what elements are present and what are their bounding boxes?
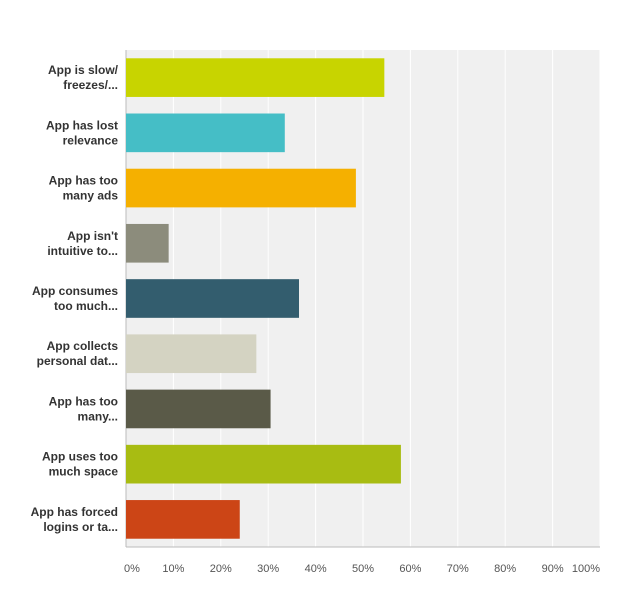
bar[interactable] — [126, 58, 385, 97]
bar[interactable] — [126, 168, 356, 208]
bar[interactable] — [126, 279, 300, 318]
x-tick-label: 20% — [210, 563, 232, 575]
category-label: App has too many ads — [49, 174, 119, 203]
category-label: App collects personal dat... — [37, 339, 119, 368]
category-label: App is slow/freezes/... — [48, 63, 119, 92]
bar[interactable] — [126, 500, 240, 539]
category-label: App consumes too much... — [32, 284, 118, 313]
bar[interactable] — [126, 223, 169, 263]
x-tick-label: 50% — [352, 563, 374, 575]
category-labels: App is slow/freezes/... App has lost relev… — [31, 63, 119, 534]
category-label: App has too many... — [49, 394, 118, 423]
bar[interactable] — [126, 444, 401, 484]
bar[interactable] — [126, 113, 285, 153]
x-tick-label: 0% — [124, 563, 140, 575]
category-label: App has lost relevance — [46, 118, 118, 147]
bar[interactable] — [126, 334, 257, 374]
category-label: App uses too much space — [42, 450, 118, 479]
x-tick-label: 80% — [494, 563, 516, 575]
bar[interactable] — [126, 389, 271, 429]
x-tick-label: 100% — [572, 563, 600, 575]
x-tick-label: 70% — [447, 563, 469, 575]
category-label: App isn't intuitive to... — [47, 229, 118, 258]
x-tick-label: 60% — [399, 563, 421, 575]
x-tick-label: 10% — [162, 563, 184, 575]
x-tick-label: 30% — [257, 563, 279, 575]
bars — [126, 58, 401, 539]
category-label: App has forced logins or ta... — [31, 505, 118, 534]
x-tick-label: 40% — [305, 563, 327, 575]
x-tick-label: 90% — [542, 563, 564, 575]
x-tick-labels: 0% 10% 20% 30% 40% 50% 60% 70% 80% 90% 100% — [124, 563, 600, 575]
